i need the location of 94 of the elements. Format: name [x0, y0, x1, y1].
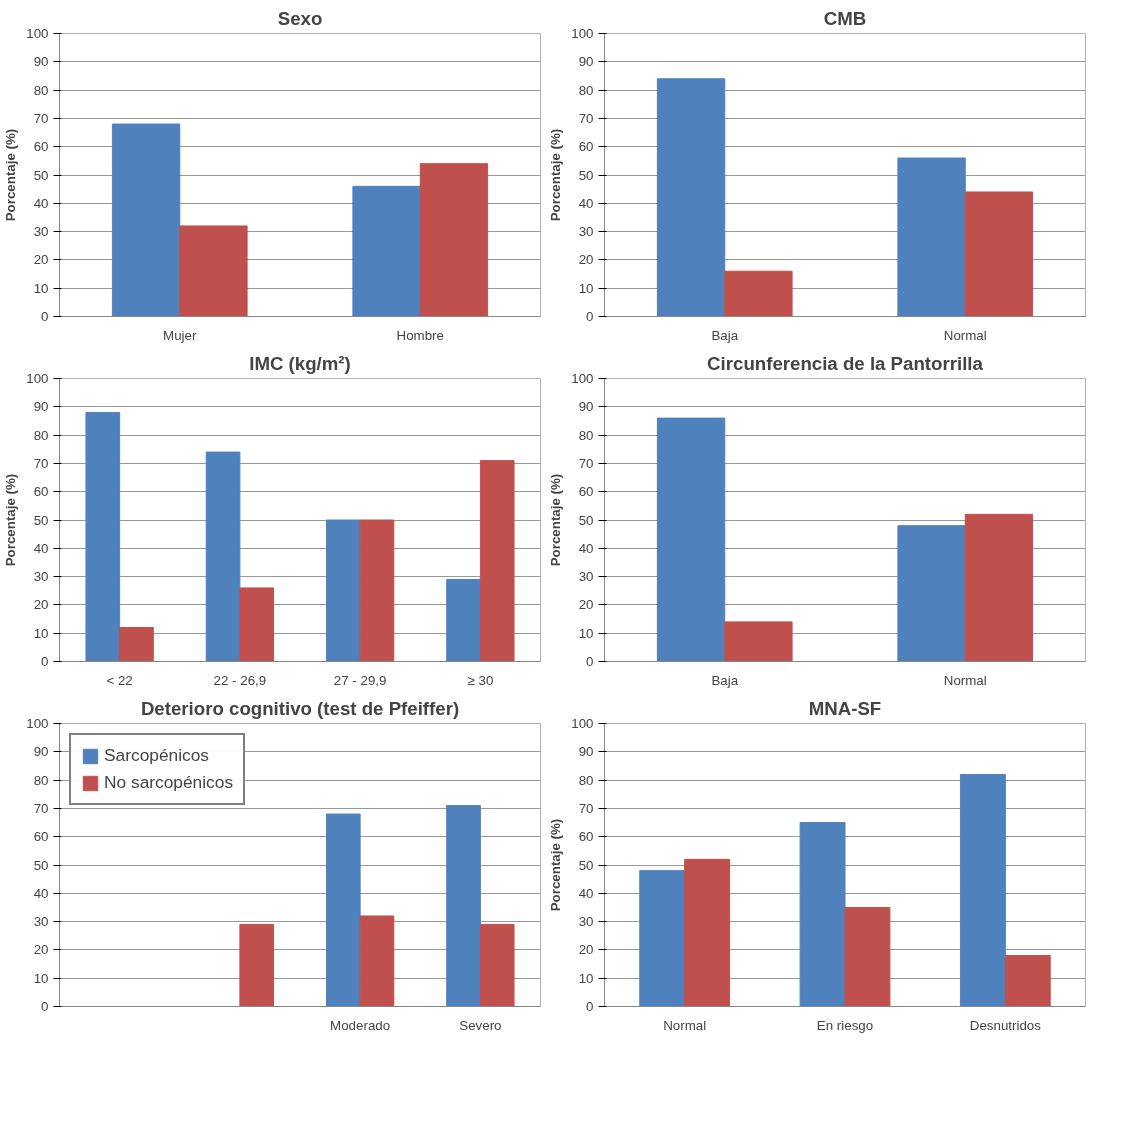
- y-tick-label: 50: [578, 512, 594, 528]
- y-tick-label: 100: [571, 716, 594, 731]
- x-tick-label: Normal: [663, 1017, 707, 1033]
- y-tick-label: 70: [578, 110, 594, 126]
- y-tick-label: 50: [33, 167, 49, 183]
- legend-label: Sarcopénicos: [104, 745, 209, 766]
- y-tick-label: 70: [33, 455, 49, 471]
- y-tick-label: 80: [578, 82, 594, 98]
- y-tick-label: 20: [578, 942, 594, 958]
- chart-title: IMC (kg/m²): [249, 352, 351, 374]
- y-tick-label: 30: [33, 224, 49, 240]
- x-tick-label: Desnutridos: [969, 1017, 1042, 1033]
- y-tick-label: 10: [578, 280, 594, 296]
- y-axis-title: Porcentaje (%): [548, 128, 564, 222]
- y-tick-label: 10: [33, 625, 49, 641]
- y-tick-label: 80: [33, 772, 49, 788]
- y-tick-label: 20: [33, 252, 49, 268]
- y-tick-label: 20: [33, 942, 49, 958]
- x-tick-label: Normal: [943, 672, 987, 688]
- y-tick-label: 10: [33, 280, 49, 296]
- y-tick-label: 70: [578, 800, 594, 816]
- y-tick-label: 100: [26, 26, 49, 41]
- y-tick-label: 10: [578, 970, 594, 986]
- y-tick-label: 0: [41, 309, 49, 324]
- y-axis-title: Porcentaje (%): [3, 473, 19, 567]
- y-tick-label: 40: [33, 885, 49, 901]
- y-tick-label: 70: [578, 455, 594, 471]
- y-tick-label: 60: [33, 139, 49, 155]
- y-tick-label: 60: [578, 484, 594, 500]
- y-tick-label: 70: [33, 110, 49, 126]
- y-tick-label: 50: [578, 167, 594, 183]
- x-tick-label: En riesgo: [816, 1017, 874, 1033]
- y-tick-label: 100: [571, 371, 594, 386]
- y-tick-label: 90: [578, 744, 594, 760]
- x-tick-label: 22 - 26,9: [213, 672, 267, 688]
- y-tick-label: 30: [578, 569, 594, 585]
- y-tick-label: 40: [578, 885, 594, 901]
- y-tick-label: 0: [586, 654, 594, 669]
- x-tick-label: Hombre: [396, 327, 444, 343]
- y-tick-label: 40: [33, 540, 49, 556]
- x-tick-label: Normal: [943, 327, 987, 343]
- y-tick-label: 20: [33, 597, 49, 613]
- y-tick-label: 100: [26, 371, 49, 386]
- y-tick-label: 0: [41, 654, 49, 669]
- y-tick-label: 30: [33, 914, 49, 930]
- y-tick-label: 20: [578, 252, 594, 268]
- chart-title: Circunferencia de la Pantorrilla: [707, 352, 984, 374]
- y-tick-label: 80: [578, 772, 594, 788]
- y-tick-label: 80: [33, 82, 49, 98]
- y-tick-label: 50: [33, 857, 49, 873]
- y-tick-label: 40: [578, 540, 594, 556]
- y-tick-label: 60: [578, 139, 594, 155]
- y-axis-title: Porcentaje (%): [548, 473, 564, 567]
- y-tick-label: 90: [33, 744, 49, 760]
- y-tick-label: 60: [578, 829, 594, 845]
- legend-label: No sarcopénicos: [104, 772, 234, 793]
- y-tick-label: 50: [578, 857, 594, 873]
- y-tick-label: 0: [41, 999, 49, 1014]
- x-tick-label: ≥ 30: [467, 672, 494, 688]
- y-axis-title: Porcentaje (%): [548, 818, 564, 912]
- y-tick-label: 10: [33, 970, 49, 986]
- y-tick-label: 70: [33, 800, 49, 816]
- x-tick-label: Mujer: [163, 327, 197, 343]
- y-tick-label: 40: [33, 195, 49, 211]
- y-tick-label: 0: [586, 309, 594, 324]
- x-tick-label: Baja: [711, 327, 739, 343]
- chart-title: CMB: [823, 7, 867, 29]
- y-tick-label: 40: [578, 195, 594, 211]
- y-tick-label: 80: [578, 427, 594, 443]
- y-tick-label: 60: [33, 829, 49, 845]
- y-axis-title: Porcentaje (%): [3, 128, 19, 222]
- chart-title: Sexo: [277, 7, 323, 29]
- y-tick-label: 10: [578, 625, 594, 641]
- y-tick-label: 90: [33, 399, 49, 415]
- y-tick-label: 20: [578, 597, 594, 613]
- chart-title: MNA-SF: [808, 697, 882, 719]
- y-tick-label: 0: [586, 999, 594, 1014]
- x-tick-label: Severo: [459, 1017, 502, 1033]
- y-tick-label: 100: [26, 716, 49, 731]
- y-tick-label: 80: [33, 427, 49, 443]
- x-tick-label: Baja: [711, 672, 739, 688]
- y-tick-label: 30: [33, 569, 49, 585]
- y-tick-label: 30: [578, 914, 594, 930]
- y-tick-label: 90: [578, 399, 594, 415]
- chart-title: Deterioro cognitivo (test de Pfeiffer): [140, 697, 460, 719]
- x-tick-label: < 22: [106, 672, 133, 688]
- y-tick-label: 60: [33, 484, 49, 500]
- y-tick-label: 90: [578, 54, 594, 70]
- y-tick-label: 30: [578, 224, 594, 240]
- x-tick-label: Moderado: [330, 1017, 391, 1033]
- x-tick-label: 27 - 29,9: [333, 672, 387, 688]
- y-tick-label: 50: [33, 512, 49, 528]
- y-tick-label: 100: [571, 26, 594, 41]
- y-tick-label: 90: [33, 54, 49, 70]
